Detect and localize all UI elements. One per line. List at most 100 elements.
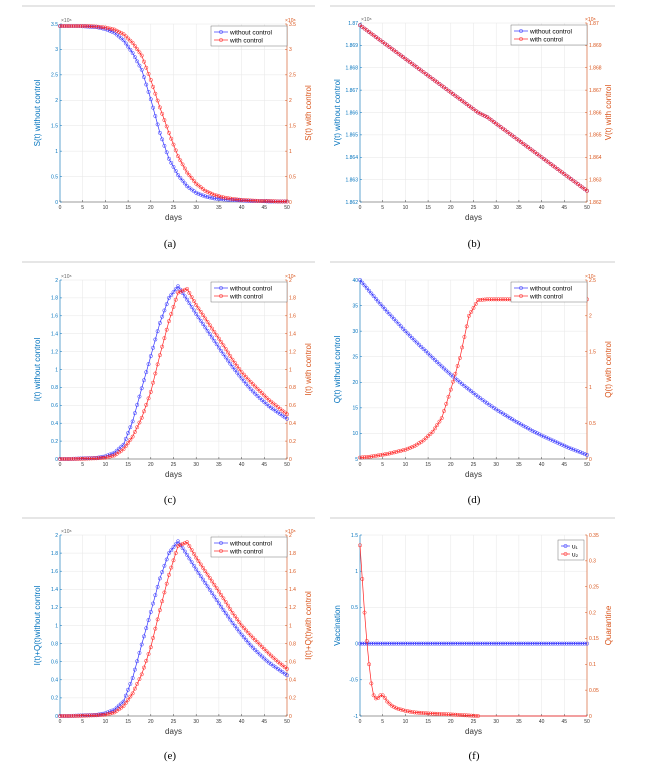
- y-tick-label-right: 1: [289, 367, 292, 373]
- x-tick-label: 35: [516, 719, 522, 725]
- data-point: [185, 552, 190, 557]
- data-point: [76, 713, 81, 718]
- y-tick-label-right: 1.87: [589, 21, 599, 27]
- data-point: [130, 676, 135, 680]
- data-point: [232, 367, 237, 372]
- data-point: [498, 641, 503, 646]
- data-point: [251, 389, 255, 394]
- y-exponent-right: ×10⁴: [585, 274, 596, 280]
- data-point: [123, 693, 128, 698]
- data-point: [112, 450, 117, 455]
- data-point: [241, 635, 246, 640]
- x-tick-label: 20: [148, 719, 154, 725]
- x-tick-label: 5: [81, 205, 84, 211]
- data-point: [480, 112, 485, 117]
- chart-panel-a: 0 5 10 15 20 25 30 35 40 45 5000.511.522.533.500.5…: [22, 5, 315, 222]
- data-point: [148, 77, 153, 82]
- data-point: [212, 594, 217, 599]
- y-tick-label-left: 0.4: [51, 421, 58, 427]
- data-point: [139, 415, 144, 420]
- data-point: [253, 647, 258, 652]
- data-point: [157, 321, 162, 325]
- data-point: [537, 432, 542, 437]
- data-point: [157, 576, 162, 581]
- data-point: [255, 650, 260, 655]
- data-point: [369, 291, 374, 296]
- data-point: [144, 658, 149, 663]
- data-point: [185, 297, 190, 302]
- data-point: [178, 158, 183, 163]
- data-point: [169, 565, 174, 570]
- data-point: [526, 641, 530, 646]
- data-point: [467, 713, 471, 718]
- data-point: [230, 357, 235, 362]
- y-tick-label-right: 1: [589, 385, 592, 391]
- legend-marker: [563, 544, 568, 548]
- data-point: [194, 567, 199, 572]
- x-tick-label: 0: [359, 719, 362, 725]
- data-point: [496, 297, 501, 302]
- data-point: [160, 344, 165, 349]
- y-tick-label-left: 0.2: [51, 696, 58, 702]
- data-point: [121, 32, 126, 37]
- data-point: [128, 681, 133, 686]
- x-tick-label: 45: [262, 462, 268, 468]
- data-point: [430, 429, 435, 434]
- legend-label: with control: [529, 36, 563, 43]
- data-point: [419, 641, 424, 646]
- caption-a: (a): [163, 238, 177, 250]
- data-point: [198, 309, 203, 314]
- data-point: [126, 431, 131, 435]
- data-point: [146, 396, 151, 401]
- data-point: [569, 641, 574, 646]
- data-point: [223, 611, 228, 616]
- data-point: [255, 393, 260, 398]
- data-point: [237, 620, 242, 625]
- data-point: [266, 651, 271, 656]
- data-point: [155, 362, 160, 367]
- x-tick-label: 45: [562, 205, 568, 211]
- data-point: [139, 386, 144, 391]
- data-point: [544, 435, 549, 440]
- y-tick-label-left: 1: [55, 149, 58, 155]
- data-point: [212, 329, 217, 334]
- data-point: [523, 641, 528, 646]
- y-tick-label-right: 2.5: [589, 278, 596, 284]
- data-point: [112, 707, 117, 712]
- y-tick-label-right: 0.5: [289, 174, 296, 180]
- legend-label: without control: [229, 29, 272, 36]
- data-point: [239, 623, 244, 628]
- x-tick-label: 35: [516, 462, 522, 468]
- data-point: [167, 551, 171, 556]
- data-point: [58, 457, 62, 461]
- data-point: [92, 713, 97, 718]
- data-point: [162, 118, 167, 123]
- x-tick-label: 10: [403, 719, 409, 725]
- data-point: [373, 641, 378, 646]
- x-tick-label: 0: [359, 205, 362, 211]
- legend-box: [210, 281, 288, 303]
- data-point: [494, 297, 499, 302]
- data-point: [142, 409, 146, 414]
- data-point: [501, 297, 505, 302]
- data-point: [482, 641, 487, 646]
- x-tick-label: 5: [81, 719, 84, 725]
- data-point: [189, 295, 194, 299]
- data-point: [519, 422, 524, 427]
- data-point: [439, 416, 444, 421]
- data-point: [575, 641, 580, 646]
- series-with-control: [358, 543, 587, 718]
- data-point: [171, 558, 176, 563]
- data-point: [69, 457, 74, 461]
- data-point: [162, 308, 167, 313]
- data-point: [426, 351, 431, 356]
- y-tick-label-left: 1.4: [51, 332, 58, 338]
- data-point: [392, 641, 396, 646]
- data-point: [137, 63, 142, 68]
- data-point: [439, 712, 444, 716]
- data-point: [285, 666, 289, 671]
- data-point: [262, 400, 267, 405]
- data-point: [185, 170, 190, 175]
- data-point: [455, 363, 460, 368]
- y-tick-label-right: 1.2: [289, 349, 296, 355]
